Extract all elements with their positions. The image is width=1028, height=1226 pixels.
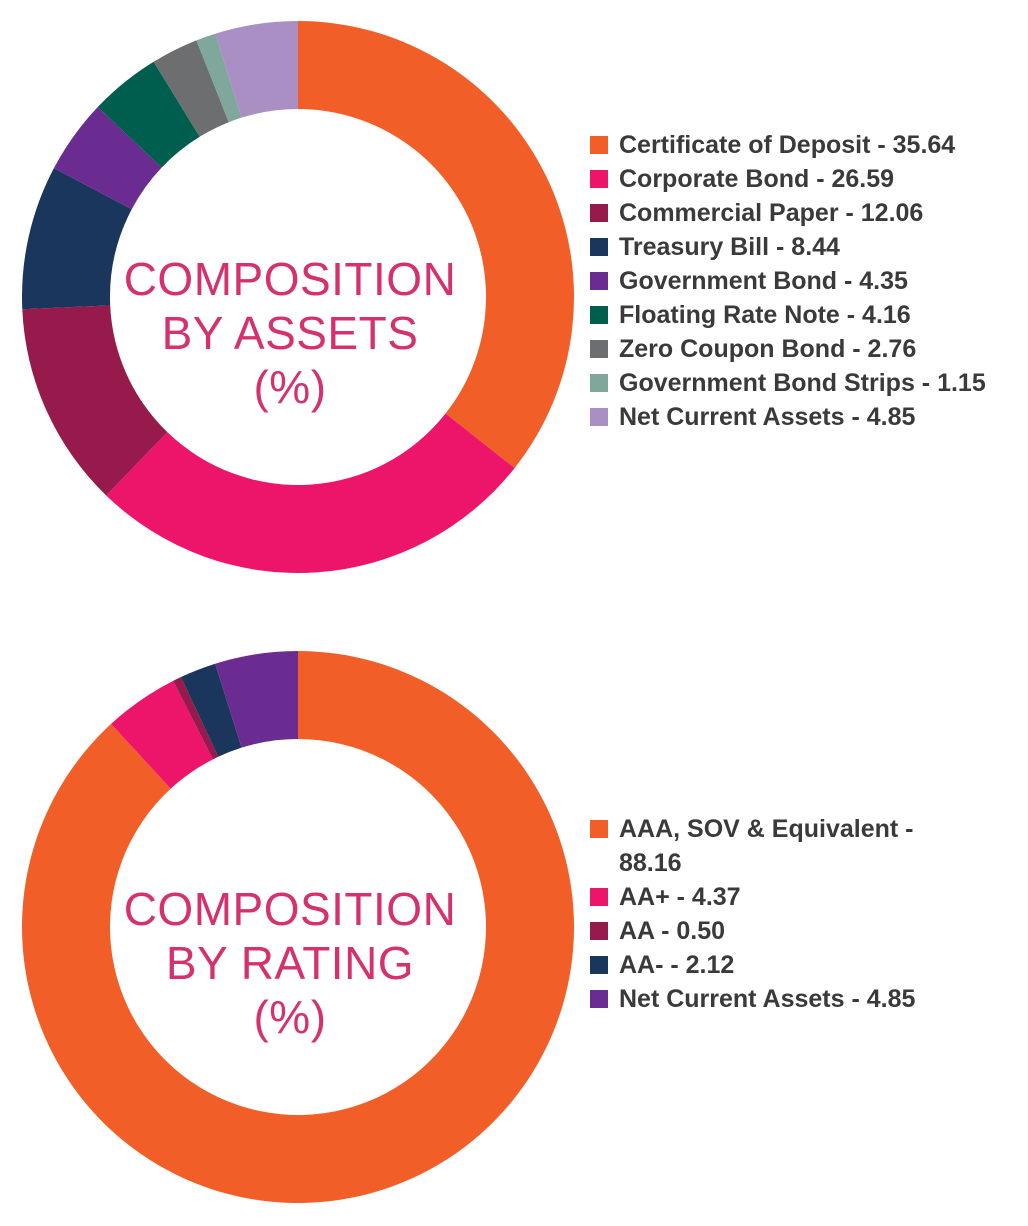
legend-item-certificate-of-deposit: Certificate of Deposit - 35.64 <box>590 128 1010 162</box>
legend-label: Net Current Assets - 4.85 <box>619 403 916 431</box>
center-line-1: COMPOSITION <box>123 883 457 935</box>
slice-government-bond-strips <box>196 33 242 123</box>
slice-government-bond <box>53 107 162 210</box>
legend-label: Net Current Assets - 4.85 <box>619 985 916 1013</box>
slice-aaa-sov-equivalent <box>22 651 574 1203</box>
legend-swatch <box>590 170 608 188</box>
center-line-2: BY RATING <box>165 937 415 989</box>
legend-item-commercial-paper: Commercial Paper - 12.06 <box>590 196 1010 230</box>
legend-swatch <box>590 204 608 222</box>
rating-center-label: COMPOSITION BY RATING (%) <box>90 882 490 1044</box>
center-line-3: (%) <box>253 991 327 1043</box>
center-line-3: (%) <box>253 361 327 413</box>
legend-item-government-bond-strips: Government Bond Strips - 1.15 <box>590 366 1010 400</box>
assets-center-label: COMPOSITION BY ASSETS (%) <box>90 252 490 414</box>
legend-item-corporate-bond: Corporate Bond - 26.59 <box>590 162 1010 196</box>
legend-swatch <box>590 956 608 974</box>
legend-item-floating-rate-note: Floating Rate Note - 4.16 <box>590 298 1010 332</box>
slice-floating-rate-note <box>97 61 200 168</box>
legend-swatch <box>590 340 608 358</box>
slice-aa <box>111 680 213 789</box>
slice-treasury-bill <box>22 168 132 310</box>
legend-label: AA - 0.50 <box>619 917 726 945</box>
assets-legend: Certificate of Deposit - 35.64 Corporate … <box>590 128 1010 434</box>
center-line-2: BY ASSETS <box>161 307 419 359</box>
legend-swatch <box>590 408 608 426</box>
legend-swatch <box>590 136 608 154</box>
legend-item-aa: AA - 0.50 <box>590 914 1010 948</box>
legend-item-treasury-bill: Treasury Bill - 8.44 <box>590 230 1010 264</box>
slice-certificate-of-deposit <box>298 21 574 469</box>
legend-label: Floating Rate Note - 4.16 <box>619 301 911 329</box>
slice-net-current-assets <box>215 21 298 118</box>
legend-item-aaa-sov-equivalent: AAA, SOV & Equivalent - 88.16 <box>590 812 1010 880</box>
legend-label: Corporate Bond - 26.59 <box>619 165 895 193</box>
legend-label: AAA, SOV & Equivalent - 88.16 <box>619 815 914 877</box>
legend-swatch <box>590 238 608 256</box>
legend-item-aa: AA- - 2.12 <box>590 948 1010 982</box>
slice-commercial-paper <box>22 305 168 496</box>
slice-corporate-bond <box>106 413 515 573</box>
legend-item-aa: AA+ - 4.37 <box>590 880 1010 914</box>
legend-label: AA+ - 4.37 <box>619 883 741 911</box>
legend-swatch <box>590 272 608 290</box>
legend-swatch <box>590 306 608 324</box>
legend-label: Certificate of Deposit - 35.64 <box>619 131 956 159</box>
legend-swatch <box>590 374 608 392</box>
legend-item-government-bond: Government Bond - 4.35 <box>590 264 1010 298</box>
slice-aa <box>180 663 242 757</box>
assets-donut <box>22 21 574 573</box>
rating-donut <box>22 651 574 1203</box>
legend-swatch <box>590 990 608 1008</box>
composition-by-rating-chart: COMPOSITION BY RATING (%) AAA, SOV & Equ… <box>0 630 1028 1226</box>
legend-item-net-current-assets: Net Current Assets - 4.85 <box>590 982 1010 1016</box>
center-line-1: COMPOSITION <box>123 253 457 305</box>
legend-swatch <box>590 888 608 906</box>
legend-label: Treasury Bill - 8.44 <box>619 233 840 261</box>
legend-swatch <box>590 820 608 838</box>
slice-zero-coupon-bond <box>153 40 229 137</box>
legend-swatch <box>590 922 608 940</box>
slice-aa <box>173 677 219 760</box>
legend-label: Government Bond Strips - 1.15 <box>619 369 986 397</box>
legend-label: Commercial Paper - 12.06 <box>619 199 924 227</box>
slice-net-current-assets <box>215 651 298 748</box>
legend-label: Zero Coupon Bond - 2.76 <box>619 335 917 363</box>
rating-legend: AAA, SOV & Equivalent - 88.16 AA+ - 4.37 A… <box>590 812 1010 1016</box>
legend-label: Government Bond - 4.35 <box>619 267 908 295</box>
legend-item-zero-coupon-bond: Zero Coupon Bond - 2.76 <box>590 332 1010 366</box>
composition-by-assets-chart: COMPOSITION BY ASSETS (%) Certificate of… <box>0 0 1028 600</box>
legend-label: AA- - 2.12 <box>619 951 735 979</box>
legend-item-net-current-assets: Net Current Assets - 4.85 <box>590 400 1010 434</box>
